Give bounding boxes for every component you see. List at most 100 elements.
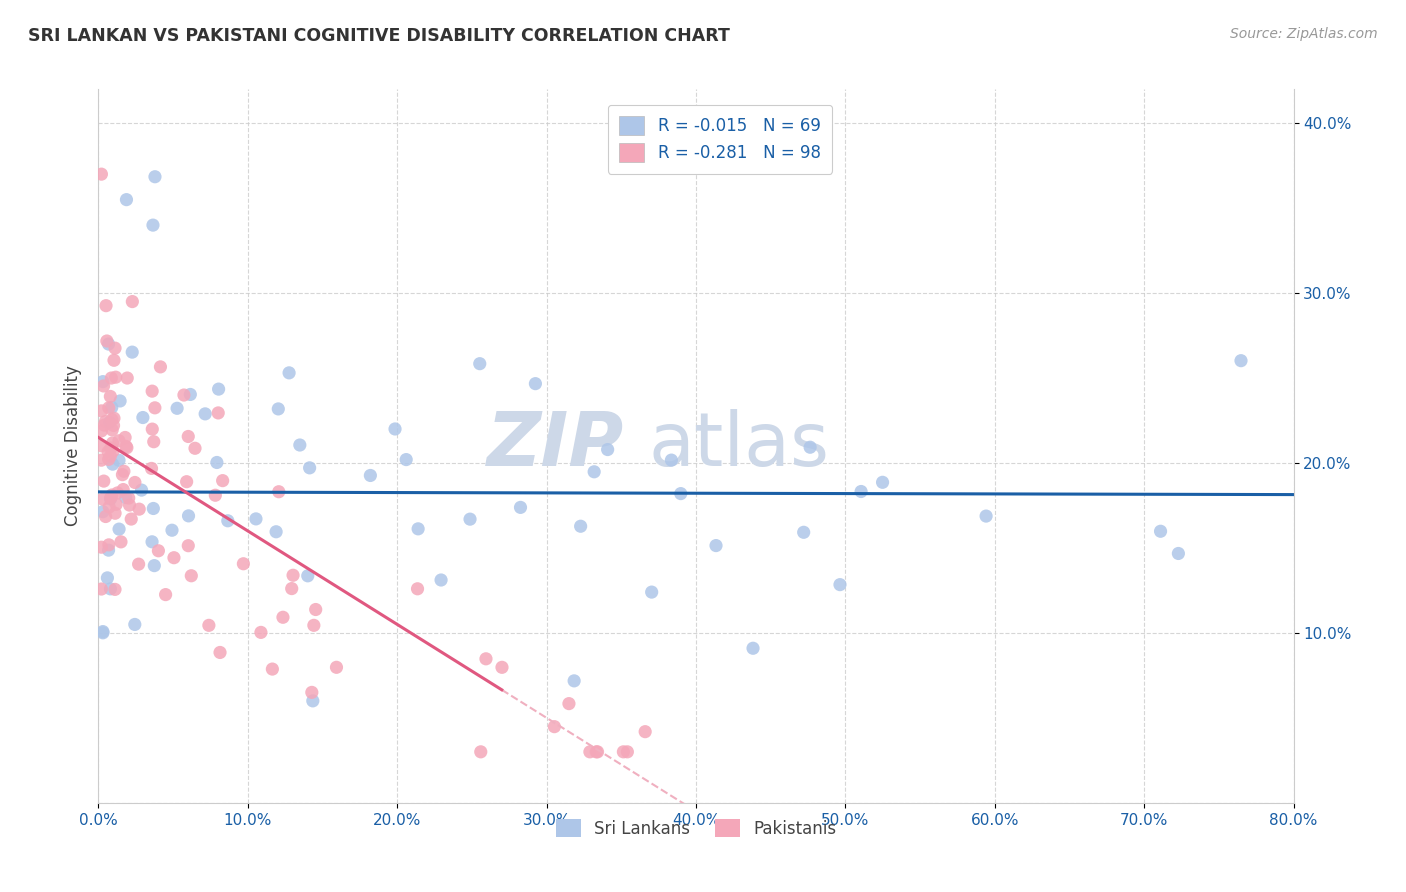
- Point: [180, 568, 202, 582]
- Point: [281, 568, 304, 582]
- Point: [120, 512, 142, 526]
- Point: [166, 401, 188, 416]
- Point: [176, 475, 198, 489]
- Point: [1167, 546, 1189, 560]
- Text: ZIP: ZIP: [486, 409, 624, 483]
- Point: [121, 345, 143, 359]
- Point: [232, 557, 254, 571]
- Point: [155, 588, 177, 602]
- Point: [112, 483, 135, 497]
- Point: [163, 550, 186, 565]
- Point: [115, 441, 138, 455]
- Point: [143, 401, 166, 415]
- Point: [90, 439, 112, 453]
- Point: [634, 724, 657, 739]
- Point: [298, 460, 321, 475]
- Point: [97, 337, 120, 351]
- Point: [1230, 353, 1253, 368]
- Point: [278, 366, 301, 380]
- Point: [475, 652, 498, 666]
- Point: [91, 624, 114, 639]
- Point: [111, 467, 134, 482]
- Text: Source: ZipAtlas.com: Source: ZipAtlas.com: [1230, 27, 1378, 41]
- Point: [101, 488, 124, 502]
- Point: [90, 404, 112, 418]
- Point: [98, 500, 121, 514]
- Point: [793, 525, 815, 540]
- Point: [204, 488, 226, 502]
- Point: [93, 418, 115, 433]
- Point: [100, 441, 122, 455]
- Point: [100, 491, 122, 506]
- Point: [524, 376, 547, 391]
- Point: [91, 505, 114, 519]
- Point: [94, 415, 117, 429]
- Point: [280, 582, 302, 596]
- Point: [110, 534, 132, 549]
- Point: [264, 524, 287, 539]
- Point: [131, 483, 153, 497]
- Point: [217, 514, 239, 528]
- Point: [90, 540, 112, 554]
- Point: [661, 453, 683, 467]
- Point: [101, 423, 124, 437]
- Point: [141, 534, 163, 549]
- Point: [799, 440, 821, 454]
- Point: [96, 571, 118, 585]
- Point: [250, 625, 273, 640]
- Point: [97, 444, 120, 458]
- Point: [194, 407, 217, 421]
- Point: [112, 464, 135, 478]
- Point: [121, 294, 143, 309]
- Point: [302, 618, 325, 632]
- Point: [90, 453, 112, 467]
- Point: [101, 444, 124, 458]
- Point: [430, 573, 453, 587]
- Point: [91, 492, 114, 507]
- Point: [245, 512, 267, 526]
- Point: [108, 522, 131, 536]
- Point: [297, 569, 319, 583]
- Point: [114, 491, 136, 505]
- Point: [100, 491, 122, 505]
- Y-axis label: Cognitive Disability: Cognitive Disability: [65, 366, 83, 526]
- Point: [118, 491, 141, 505]
- Point: [108, 453, 131, 467]
- Point: [305, 602, 328, 616]
- Point: [177, 429, 200, 443]
- Point: [872, 475, 894, 490]
- Point: [104, 341, 127, 355]
- Point: [101, 436, 124, 450]
- Point: [108, 434, 131, 448]
- Point: [301, 685, 323, 699]
- Point: [104, 370, 127, 384]
- Point: [103, 353, 125, 368]
- Point: [100, 449, 122, 463]
- Point: [491, 660, 513, 674]
- Point: [849, 484, 872, 499]
- Point: [94, 509, 117, 524]
- Point: [132, 410, 155, 425]
- Point: [288, 438, 311, 452]
- Point: [128, 502, 150, 516]
- Point: [1149, 524, 1171, 539]
- Point: [101, 412, 124, 426]
- Point: [211, 474, 233, 488]
- Point: [142, 218, 165, 232]
- Point: [96, 334, 118, 348]
- Point: [267, 484, 290, 499]
- Point: [128, 557, 150, 571]
- Point: [143, 169, 166, 184]
- Point: [585, 745, 607, 759]
- Point: [198, 618, 221, 632]
- Point: [141, 461, 163, 475]
- Point: [97, 401, 120, 415]
- Point: [142, 434, 165, 449]
- Point: [828, 577, 851, 591]
- Point: [108, 393, 131, 408]
- Point: [616, 745, 638, 759]
- Point: [612, 745, 634, 759]
- Point: [569, 519, 592, 533]
- Point: [179, 387, 201, 401]
- Point: [470, 745, 492, 759]
